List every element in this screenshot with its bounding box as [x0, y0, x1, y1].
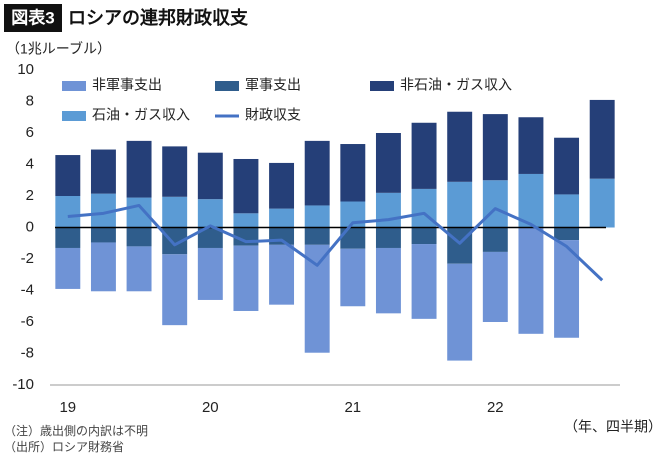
note: （出所）ロシア財務省 — [4, 439, 124, 454]
y-tick-label: 2 — [26, 187, 34, 204]
line — [67, 203, 604, 282]
bar — [482, 227, 508, 252]
bar — [126, 140, 152, 198]
bar — [304, 227, 330, 245]
bar — [162, 196, 188, 228]
legend-swatch — [215, 81, 239, 91]
bar — [482, 180, 508, 228]
bar — [197, 199, 223, 228]
bar — [126, 197, 152, 228]
bar — [482, 251, 508, 322]
bar — [340, 248, 366, 307]
bar — [411, 244, 437, 319]
bar — [375, 133, 401, 193]
bar — [340, 227, 366, 249]
bar — [304, 140, 330, 206]
y-tick-label: 6 — [26, 124, 34, 141]
legend-label: 石油・ガス収入 — [92, 107, 190, 123]
bar — [233, 158, 259, 214]
y-tick-label: -4 — [21, 281, 34, 298]
bar — [375, 227, 401, 248]
bar — [518, 117, 544, 174]
bar — [90, 227, 116, 243]
legend-swatch — [370, 81, 394, 91]
bar — [162, 254, 188, 326]
bar — [233, 213, 259, 228]
x-tick-label: 19 — [59, 399, 76, 416]
bar — [55, 227, 81, 248]
legend-label: 財政収支 — [245, 107, 301, 123]
bar — [518, 173, 544, 228]
legend-swatch — [62, 81, 86, 91]
bar — [411, 122, 437, 189]
bar — [197, 152, 223, 200]
bar — [375, 247, 401, 314]
y-tick-label: -2 — [21, 250, 34, 267]
y-tick-label: -8 — [21, 344, 34, 361]
bar — [447, 181, 473, 228]
bar — [589, 178, 615, 228]
bar — [269, 227, 295, 245]
badge: 図表3 — [11, 7, 54, 27]
bar — [55, 196, 81, 228]
bar — [518, 227, 544, 334]
note: （注）歳出側の内訳は不明 — [4, 423, 148, 438]
bar — [304, 205, 330, 228]
x-axis-label: （年、四半期） — [564, 419, 662, 435]
bar — [126, 246, 152, 292]
y-tick-label: -10 — [12, 376, 34, 393]
bar — [340, 144, 366, 202]
badge-box — [4, 4, 62, 32]
bar — [554, 137, 580, 195]
bar — [269, 244, 295, 305]
bar — [589, 99, 615, 179]
bar — [304, 244, 330, 353]
chart-title: ロシアの連邦財政収支 — [68, 7, 249, 28]
bar — [55, 247, 81, 289]
bar — [233, 245, 259, 311]
bar — [197, 227, 223, 248]
y-tick-label: 8 — [26, 92, 34, 109]
bar — [55, 155, 81, 196]
bar — [554, 227, 580, 241]
bar — [375, 192, 401, 228]
legend-label: 非石油・ガス収入 — [400, 77, 512, 93]
bar — [269, 162, 295, 209]
legend-label: 軍事支出 — [245, 77, 301, 93]
bar — [126, 227, 152, 247]
x-tick-label: 20 — [202, 399, 219, 416]
bar — [554, 240, 580, 338]
x-tick-label: 22 — [487, 399, 504, 416]
bar — [162, 146, 188, 197]
bar — [90, 242, 116, 292]
y-tick-label: 10 — [17, 61, 34, 78]
y-tick-label: 0 — [26, 218, 34, 235]
bar — [411, 227, 437, 245]
bar — [482, 114, 508, 181]
bar — [554, 194, 580, 228]
bar — [447, 111, 473, 182]
y-tick-label: 4 — [26, 155, 34, 172]
bar — [90, 149, 116, 194]
legend-swatch — [62, 111, 86, 121]
bar — [447, 263, 473, 361]
bar — [269, 208, 295, 228]
bar — [197, 247, 223, 300]
legend-label: 非軍事支出 — [92, 77, 162, 93]
x-tick-label: 21 — [344, 399, 361, 416]
y-axis-label: （1兆ルーブル） — [6, 41, 111, 57]
y-tick-label: -6 — [21, 313, 34, 330]
